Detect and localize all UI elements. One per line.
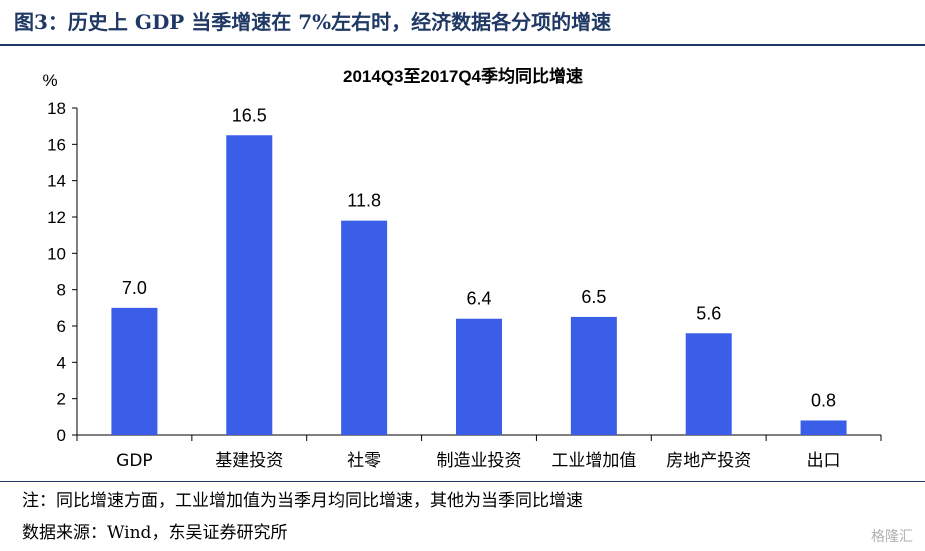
y-tick-label: 14 xyxy=(47,172,66,191)
x-tick-label: 社零 xyxy=(347,451,381,471)
bar xyxy=(800,420,847,435)
y-axis-unit-label: % xyxy=(42,71,57,90)
bar-value-label: 7.0 xyxy=(122,278,147,298)
y-tick-label: 4 xyxy=(57,353,66,372)
footer-divider xyxy=(0,481,925,482)
chart-note: 注：同比增速方面，工业增加值为当季月均同比增速，其他为当季同比增速 xyxy=(22,491,583,511)
bar-chart: 2014Q3至2017Q4季均同比增速 % 0 2 4 6 8 10 12 14 16 18 GDP… xyxy=(42,66,882,471)
y-tick-label: 12 xyxy=(47,208,66,227)
x-tick-label: GDP xyxy=(116,451,153,471)
bar-value-label: 6.5 xyxy=(581,287,606,307)
bar xyxy=(456,318,502,435)
y-tick-label: 0 xyxy=(57,426,66,445)
bar-value-label: 16.5 xyxy=(232,105,267,125)
x-tick-label: 制造业投资 xyxy=(437,451,522,471)
y-tick-label: 6 xyxy=(57,317,66,336)
bar xyxy=(685,333,732,435)
watermark-logo: 格隆汇 xyxy=(871,526,913,546)
y-tick-label: 16 xyxy=(47,135,66,154)
y-tick-label: 8 xyxy=(57,281,66,300)
chart-title: 2014Q3至2017Q4季均同比增速 xyxy=(343,66,583,86)
watermark-text: 格隆汇 xyxy=(871,529,913,545)
bar-value-label: 0.8 xyxy=(811,390,836,410)
bar-value-label: 6.4 xyxy=(466,289,491,309)
y-tick-label: 18 xyxy=(47,99,66,118)
bar xyxy=(341,220,388,435)
x-tick-label: 基建投资 xyxy=(215,451,283,471)
title-divider xyxy=(0,44,925,46)
bar xyxy=(570,316,617,435)
axes: 0 2 4 6 8 10 12 14 16 18 GDP 基建投资 社零 制造业投资 工业增加值 房地产投资 出… xyxy=(47,99,882,471)
x-tick-label: 工业增加值 xyxy=(551,451,636,471)
bar-value-label: 5.6 xyxy=(696,303,721,323)
y-tick-label: 2 xyxy=(57,390,66,409)
bar-value-label: 11.8 xyxy=(347,191,381,211)
y-tick-label: 10 xyxy=(47,244,66,263)
x-tick-label: 房地产投资 xyxy=(666,451,751,471)
data-source: 数据来源：Wind，东吴证券研究所 xyxy=(22,523,288,543)
bars-group: 7.0 16.5 11.8 6.4 6.5 5.6 0.8 xyxy=(111,105,847,435)
x-tick-label: 出口 xyxy=(807,451,841,471)
figure-title: 图3：历史上 GDP 当季增速在 7%左右时，经济数据各分项的增速 xyxy=(14,10,612,34)
bar xyxy=(111,307,158,435)
bar xyxy=(226,135,273,435)
